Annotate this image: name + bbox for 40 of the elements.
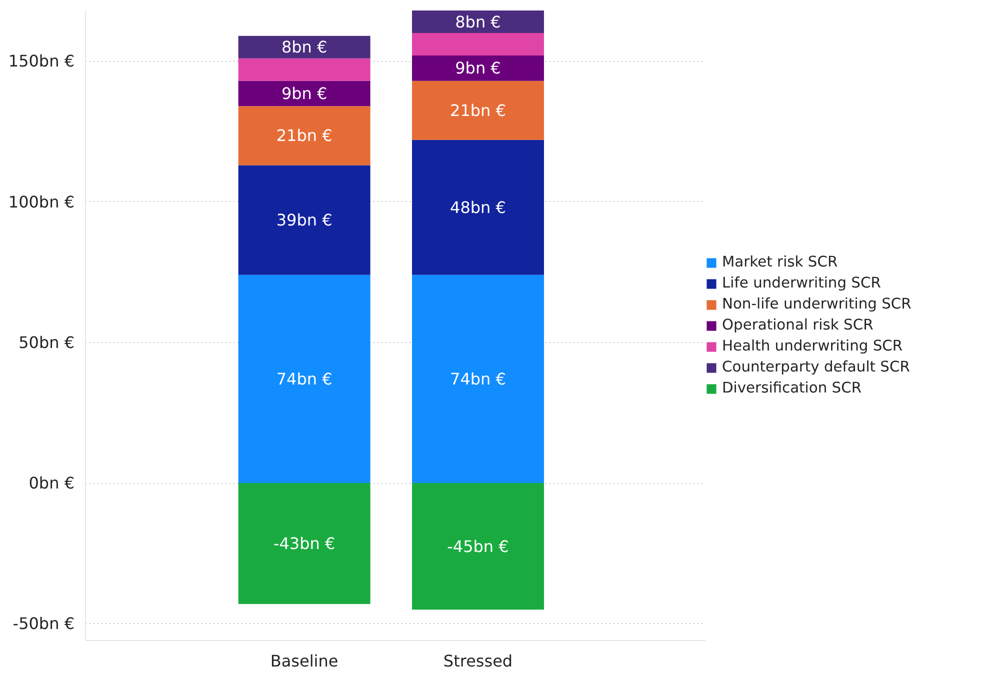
- y-tick-label: 0bn €: [28, 474, 75, 492]
- x-tick-label: Stressed: [443, 652, 513, 670]
- legend-label: Health underwriting SCR: [722, 338, 903, 354]
- data-label: 39bn €: [276, 210, 332, 230]
- bar: [238, 106, 370, 166]
- data-label: 8bn €: [281, 38, 328, 57]
- data-label: 74bn €: [450, 369, 506, 388]
- bar: [412, 483, 544, 610]
- data-label: 74bn €: [276, 369, 332, 388]
- bar: [412, 80, 544, 140]
- data-label: 21bn €: [450, 100, 506, 120]
- y-tick-label: 150bn €: [8, 52, 75, 71]
- bar: [238, 80, 370, 106]
- legend-label: Diversification SCR: [722, 380, 862, 396]
- legend-label: Operational risk SCR: [722, 316, 874, 334]
- data-label: 9bn €: [455, 58, 501, 78]
- data-label: -43bn €: [273, 534, 336, 553]
- bar: [412, 33, 544, 56]
- legend-label: Non-life underwriting SCR: [722, 296, 912, 312]
- bar: [238, 274, 370, 483]
- bar: [412, 140, 544, 275]
- bar: [238, 165, 370, 275]
- data-label: 48bn €: [450, 198, 506, 217]
- bar: [412, 56, 544, 81]
- legend-label: Counterparty default SCR: [722, 358, 910, 376]
- y-tick-label: -50bn €: [12, 614, 75, 634]
- bar: [238, 58, 370, 81]
- data-label: 9bn €: [281, 84, 328, 103]
- y-tick-label: 100bn €: [8, 192, 75, 212]
- x-tick-label: Baseline: [270, 652, 338, 670]
- legend-label: Life underwriting SCR: [722, 274, 881, 292]
- bar: [238, 483, 370, 604]
- data-label: 21bn €: [276, 126, 332, 146]
- bar: [238, 36, 370, 58]
- y-tick-label: 50bn €: [18, 332, 74, 352]
- data-label: 8bn €: [455, 12, 501, 32]
- bar: [412, 274, 544, 483]
- data-label: -45bn €: [447, 536, 509, 556]
- bar: [412, 10, 544, 33]
- legend-label: Market risk SCR: [722, 254, 838, 270]
